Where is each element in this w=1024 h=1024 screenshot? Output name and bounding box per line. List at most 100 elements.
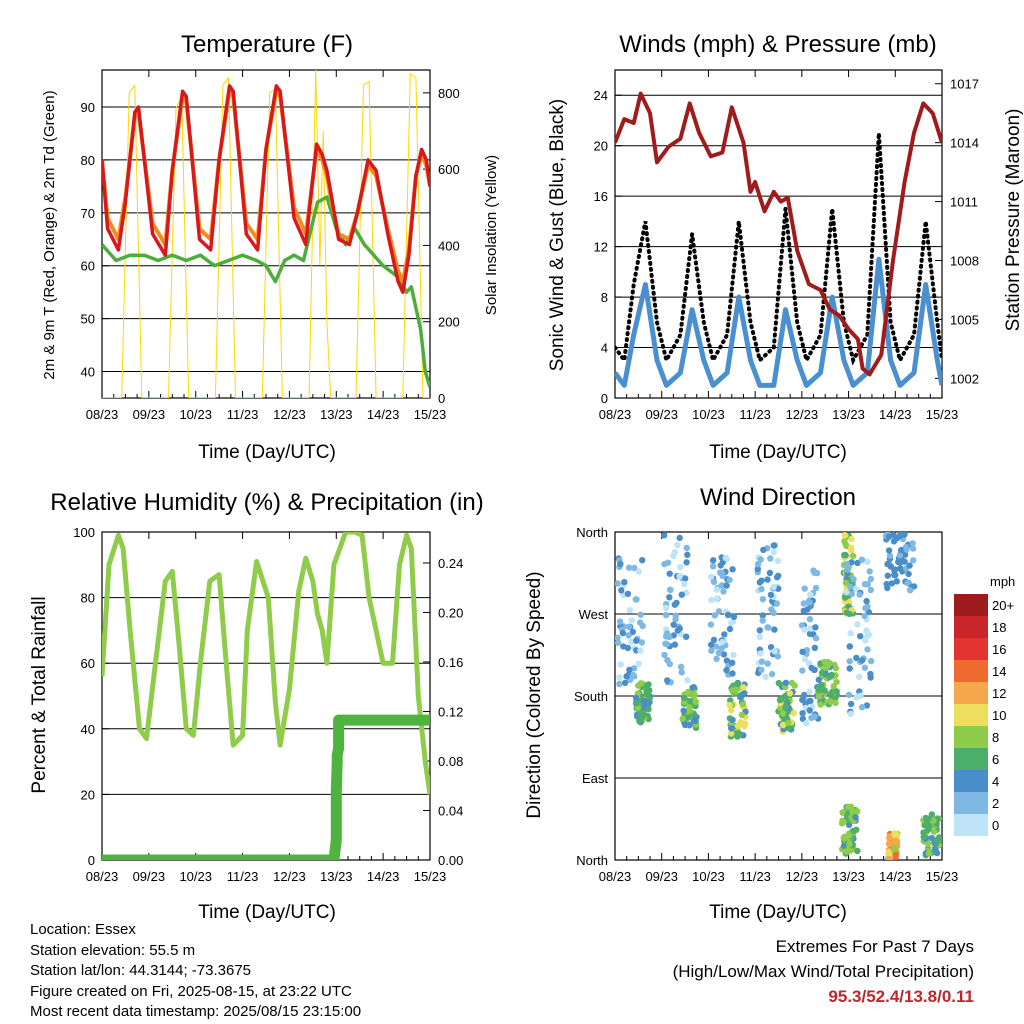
direction-point — [640, 711, 648, 718]
direction-point — [843, 588, 850, 596]
direction-point — [815, 693, 823, 700]
direction-point — [710, 636, 718, 644]
direction-point — [848, 535, 855, 543]
direction-point — [713, 595, 720, 602]
y-tick-label: 20 — [81, 787, 95, 802]
direction-point — [756, 579, 763, 586]
direction-point — [847, 700, 855, 708]
direction-point — [884, 584, 891, 592]
direction-point — [639, 557, 646, 564]
direction-point — [628, 617, 635, 624]
direction-point — [845, 691, 853, 699]
direction-point — [891, 843, 898, 851]
y-tick-label: 12 — [594, 240, 608, 255]
direction-point — [771, 648, 778, 655]
direction-point — [758, 666, 765, 674]
direction-point — [729, 566, 736, 573]
direction-point — [728, 707, 735, 714]
y-right-tick-label: 1005 — [950, 312, 979, 327]
y-right-tick-label: 0 — [438, 391, 445, 406]
direction-point — [807, 591, 814, 598]
direction-point — [832, 665, 839, 672]
direction-point — [857, 692, 864, 699]
direction-point — [910, 557, 917, 564]
y-right-tick-label: 0.24 — [438, 556, 463, 571]
extremes-box: Extremes For Past 7 Days (High/Low/Max W… — [673, 934, 974, 1009]
direction-point — [841, 551, 848, 559]
direction-point — [728, 619, 735, 627]
x-tick-label: 12/23 — [786, 869, 819, 884]
direction-point — [906, 587, 914, 594]
direction-point — [884, 572, 891, 579]
direction-point — [685, 713, 692, 720]
direction-point — [867, 670, 874, 678]
direction-point — [886, 552, 894, 559]
direction-point — [909, 540, 916, 547]
direction-point — [847, 710, 854, 717]
y-tick-label: 40 — [81, 722, 95, 737]
direction-point — [670, 552, 677, 560]
direction-point — [846, 643, 853, 650]
legend-label: 0 — [992, 818, 999, 833]
x-tick-label: 13/23 — [320, 869, 353, 884]
elevation-text: Station elevation: 55.5 m — [30, 941, 196, 959]
direction-point — [682, 575, 689, 582]
y-right-tick-label: 0.20 — [438, 605, 463, 620]
legend-swatch — [954, 814, 988, 836]
direction-point — [723, 666, 730, 674]
direction-xlabel: Time (Day/UTC) — [709, 902, 847, 923]
direction-point — [843, 560, 850, 568]
direction-point — [832, 699, 839, 706]
direction-point — [821, 658, 828, 666]
direction-point — [847, 630, 854, 637]
direction-point — [710, 557, 717, 564]
direction-point — [678, 669, 685, 676]
legend-label: 20+ — [992, 598, 1014, 613]
direction-point — [666, 586, 674, 593]
direction-point — [722, 554, 729, 562]
direction-point — [626, 666, 633, 673]
direction-point — [616, 674, 623, 681]
humidity-ylabel: Percent & Total Rainfall — [29, 596, 50, 793]
series-rh-line — [102, 532, 430, 795]
direction-point — [632, 700, 640, 707]
latlon-text: Station lat/lon: 44.3144; -73.3675 — [30, 962, 252, 979]
direction-point — [842, 579, 850, 587]
direction-point — [841, 538, 848, 545]
direction-point — [621, 578, 628, 586]
direction-point — [827, 698, 834, 705]
direction-point — [903, 546, 910, 553]
direction-point — [774, 557, 782, 565]
direction-point — [866, 568, 873, 575]
direction-point — [723, 657, 731, 664]
direction-point — [777, 704, 784, 712]
direction-points — [615, 532, 942, 860]
winds-ylabel-right: Station Pressure (Maroon) — [1003, 109, 1024, 332]
direction-point — [770, 583, 777, 591]
direction-point — [663, 641, 670, 648]
y-right-tick-label: 0.04 — [438, 803, 463, 818]
direction-point — [779, 721, 787, 729]
direction-point — [848, 547, 855, 554]
direction-point — [710, 578, 718, 586]
direction-point — [864, 558, 871, 565]
direction-point — [863, 597, 870, 605]
direction-point — [717, 562, 724, 569]
direction-point — [674, 541, 681, 549]
direction-point — [891, 571, 898, 579]
temperature-title: Temperature (F) — [181, 31, 353, 58]
direction-point — [861, 612, 868, 620]
x-tick-label: 15/23 — [926, 869, 959, 884]
x-tick-label: 12/23 — [273, 407, 306, 422]
direction-point — [867, 575, 875, 583]
legend-swatch — [954, 726, 988, 748]
direction-point — [757, 650, 764, 657]
direction-point — [806, 697, 814, 705]
direction-point — [636, 619, 644, 626]
direction-point — [767, 555, 774, 562]
x-tick-label: 09/23 — [645, 407, 678, 422]
direction-point — [864, 646, 871, 653]
direction-point — [624, 590, 632, 597]
direction-point — [898, 546, 905, 554]
legend-swatch — [954, 770, 988, 792]
